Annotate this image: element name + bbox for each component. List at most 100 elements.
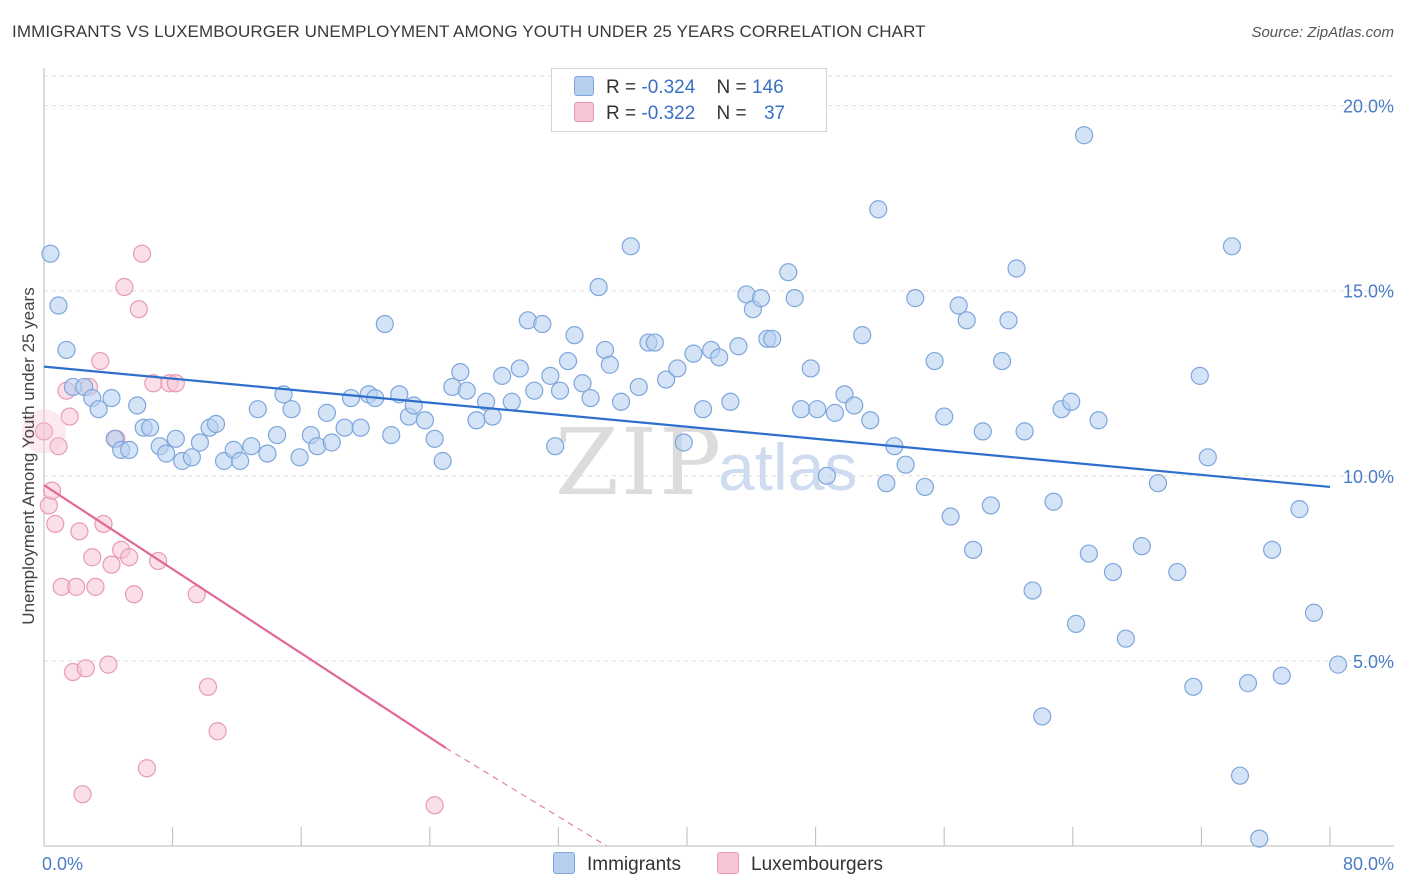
immigrants-point (589, 277, 608, 297)
immigrants-point (645, 333, 664, 352)
chart-title: IMMIGRANTS VS LUXEMBOURGER UNEMPLOYMENT … (12, 22, 926, 41)
immigrants-point (282, 400, 301, 419)
immigrants-point (1007, 259, 1026, 278)
immigrants-point (1250, 829, 1269, 848)
immigrants-point (467, 411, 486, 430)
immigrants-point (1148, 474, 1168, 493)
immigrants-point (825, 403, 844, 422)
luxembourgers-point (91, 351, 110, 371)
luxembourgers-point (86, 577, 105, 596)
immigrants-point (964, 540, 983, 559)
immigrants-point (684, 344, 703, 363)
immigrants-point (1132, 537, 1152, 556)
immigrants-point (248, 400, 267, 419)
immigrants-point (981, 496, 1000, 515)
immigrants-point (1238, 674, 1258, 693)
immigrants-point (600, 355, 619, 374)
immigrants-point (657, 370, 676, 389)
immigrants-point (510, 359, 529, 378)
y-tick-label: 10.0% (1343, 467, 1394, 487)
trend-lines (43, 365, 1331, 847)
immigrants-point (1304, 603, 1324, 622)
immigrants-point (182, 448, 201, 467)
immigrants-point (906, 289, 925, 308)
immigrants-point (502, 392, 521, 411)
immigrants-point (375, 314, 394, 334)
immigrants-point (581, 388, 600, 408)
luxembourgers-point (425, 796, 444, 815)
immigrants-point (550, 381, 570, 400)
immigrants-point (611, 392, 631, 411)
luxembourgers-point (208, 722, 227, 741)
immigrants-point (57, 340, 76, 360)
luxembourgers-point (76, 659, 95, 678)
x-tick-label-max: 80.0% (1343, 854, 1394, 874)
bottom-legend-swatch-luxembourgers (717, 852, 739, 874)
immigrants-point (49, 296, 68, 315)
immigrants-point (351, 418, 370, 437)
y-tick-label: 5.0% (1353, 652, 1394, 672)
immigrants-point (457, 381, 476, 400)
immigrants-point (533, 314, 552, 334)
immigrants-point (1116, 629, 1135, 648)
immigrants-point (382, 425, 401, 445)
watermark-atlas: atlas (718, 430, 857, 504)
legend-swatch-luxembourgers (574, 102, 594, 122)
immigrants-point (267, 425, 287, 445)
immigrants-point (89, 400, 108, 419)
immigrants-point (845, 396, 864, 415)
immigrants-point (925, 351, 944, 371)
legend-swatch-immigrants (574, 76, 594, 96)
immigrants-point (1074, 126, 1094, 145)
immigrants-point (102, 388, 121, 408)
immigrants-point (1062, 392, 1081, 411)
immigrants-point (808, 400, 827, 419)
immigrants-point (128, 396, 147, 415)
luxembourgers-point (132, 244, 152, 263)
axes (43, 68, 1394, 847)
immigrants-point (763, 329, 782, 348)
immigrants-point (785, 289, 804, 308)
immigrants-point (451, 363, 470, 382)
immigrants-point (341, 388, 361, 408)
immigrants-point (546, 437, 565, 456)
luxembourgers-point (46, 514, 65, 534)
watermark-zip: ZIP (555, 409, 723, 516)
luxembourgers-point (198, 677, 218, 696)
immigrants-point (317, 403, 337, 422)
immigrants-point (166, 429, 185, 448)
immigrants-point (957, 311, 976, 330)
luxembourgers-point-large (22, 409, 66, 454)
legend-r-value: -0.322 (641, 103, 696, 124)
immigrants-point (751, 289, 771, 308)
immigrants-point (629, 377, 648, 397)
immigrants-point (415, 411, 435, 430)
immigrants-point (801, 359, 820, 378)
immigrants-trend-line (43, 365, 1331, 489)
immigrants-point (433, 451, 452, 471)
legend-r-label: R = (606, 103, 637, 124)
immigrants-point (1184, 677, 1203, 696)
immigrants-point (792, 400, 811, 419)
source-label: Source: ZipAtlas.com (1251, 24, 1394, 41)
immigrants-point (869, 200, 888, 219)
bottom-legend-immigrants: Immigrants (553, 852, 681, 876)
luxembourgers-point (102, 555, 121, 574)
immigrants-points (41, 126, 1348, 848)
immigrants-point (1190, 366, 1209, 385)
immigrants-point (779, 263, 798, 282)
immigrants-point (231, 451, 250, 471)
luxembourgers-point (70, 522, 89, 541)
immigrants-point (853, 326, 872, 345)
luxembourgers-point (73, 785, 92, 804)
legend-r-value: -0.324 (641, 77, 696, 98)
bottom-legend-label-luxembourgers: Luxembourgers (751, 854, 884, 875)
luxembourgers-point (83, 548, 102, 567)
legend-n-label: N = (716, 77, 747, 98)
immigrants-point (541, 366, 560, 385)
luxembourgers-point (115, 277, 134, 297)
immigrants-point (674, 433, 693, 452)
immigrants-point (290, 448, 309, 467)
legend-n-value: 146 (751, 77, 784, 98)
